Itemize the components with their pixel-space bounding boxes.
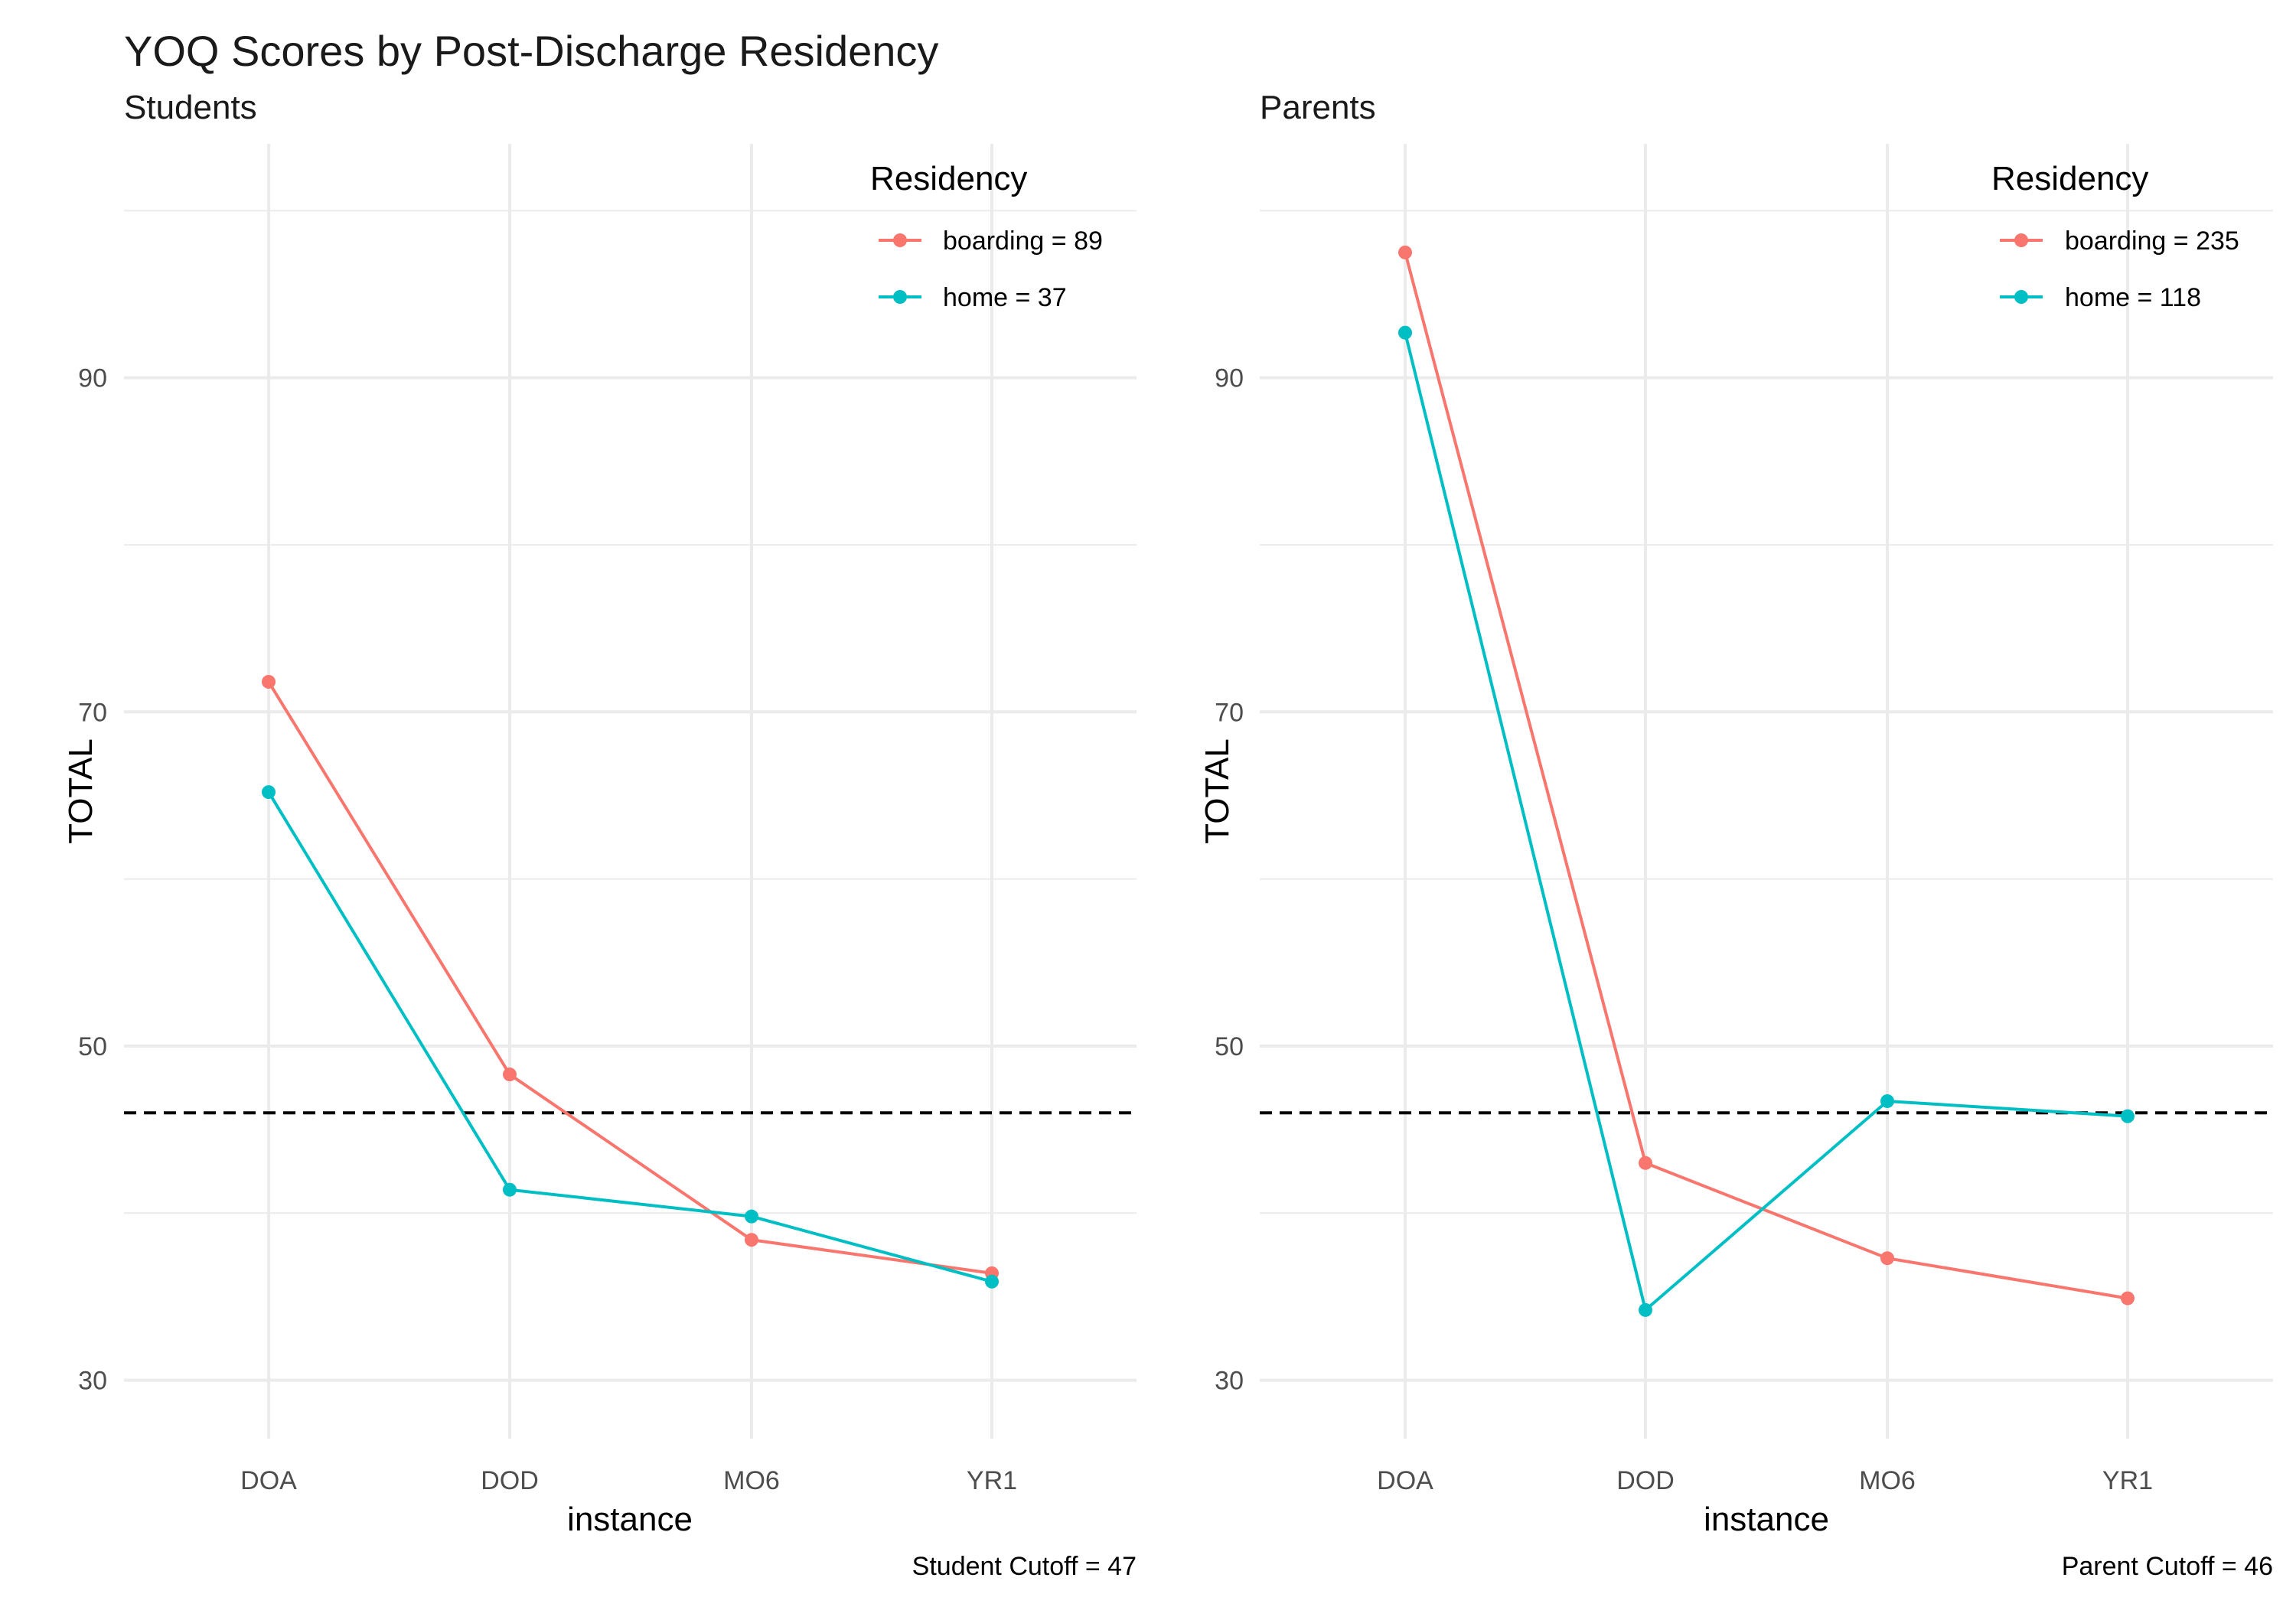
legend-key-point-boarding: [893, 233, 907, 247]
y-tick-label: 50: [1215, 1032, 1244, 1061]
series-line-boarding: [1404, 252, 2128, 1300]
series-line-home: [267, 791, 993, 1283]
x-tick-label: MO6: [723, 1466, 780, 1495]
y-axis-title: TOTAL: [62, 738, 99, 844]
data-point-home: [262, 785, 276, 800]
x-tick-label: DOD: [481, 1466, 539, 1495]
x-tick-label: DOD: [1616, 1466, 1675, 1495]
series-line-boarding: [267, 680, 993, 1275]
x-tick-label: DOA: [240, 1466, 297, 1495]
data-point-boarding: [2121, 1291, 2135, 1305]
cutoff-caption: Parent Cutoff = 46: [2062, 1552, 2273, 1581]
legend-key-point-home: [893, 290, 907, 304]
series-line-home: [1404, 332, 2128, 1313]
legend-key-point-home: [2014, 290, 2028, 304]
y-tick-label: 50: [78, 1032, 107, 1061]
legend-label-home: home = 118: [2065, 283, 2201, 312]
data-point-home: [2121, 1109, 2135, 1123]
y-tick-label: 90: [1215, 364, 1244, 393]
x-axis-title: instance: [567, 1501, 693, 1538]
y-tick-label: 30: [78, 1367, 107, 1396]
y-tick-label: 30: [1215, 1367, 1244, 1396]
data-point-boarding: [745, 1233, 758, 1247]
data-point-boarding: [503, 1068, 517, 1082]
legend-label-boarding: boarding = 235: [2065, 227, 2239, 256]
x-tick-label: YR1: [2102, 1466, 2153, 1495]
data-point-boarding: [1880, 1251, 1894, 1266]
x-tick-label: YR1: [967, 1466, 1017, 1495]
legend-key-point-boarding: [2014, 233, 2028, 247]
chart-title: YOQ Scores by Post-Discharge Residency: [124, 27, 938, 75]
legend-label-boarding: boarding = 89: [943, 227, 1103, 256]
data-point-home: [1398, 325, 1412, 340]
data-point-home: [1880, 1094, 1894, 1108]
legend-label-home: home = 37: [943, 283, 1067, 312]
x-tick-label: MO6: [1859, 1466, 1916, 1495]
y-tick-label: 90: [78, 364, 107, 393]
x-tick-label: DOA: [1377, 1466, 1433, 1495]
data-point-home: [745, 1209, 758, 1224]
panel-subtitle: Students: [124, 89, 257, 126]
legend-title: Residency: [870, 160, 1027, 197]
data-point-boarding: [1639, 1156, 1652, 1170]
data-point-home: [985, 1274, 999, 1289]
y-axis-title: TOTAL: [1199, 738, 1236, 844]
data-point-home: [503, 1182, 517, 1197]
data-point-boarding: [1398, 245, 1412, 259]
y-tick-label: 70: [1215, 698, 1244, 727]
data-point-home: [1639, 1302, 1652, 1317]
x-axis-title: instance: [1704, 1501, 1829, 1538]
panel-subtitle: Parents: [1260, 89, 1376, 126]
y-tick-label: 70: [78, 698, 107, 727]
cutoff-caption: Student Cutoff = 47: [912, 1552, 1137, 1581]
data-point-boarding: [262, 674, 276, 689]
legend-title: Residency: [1991, 160, 2148, 197]
